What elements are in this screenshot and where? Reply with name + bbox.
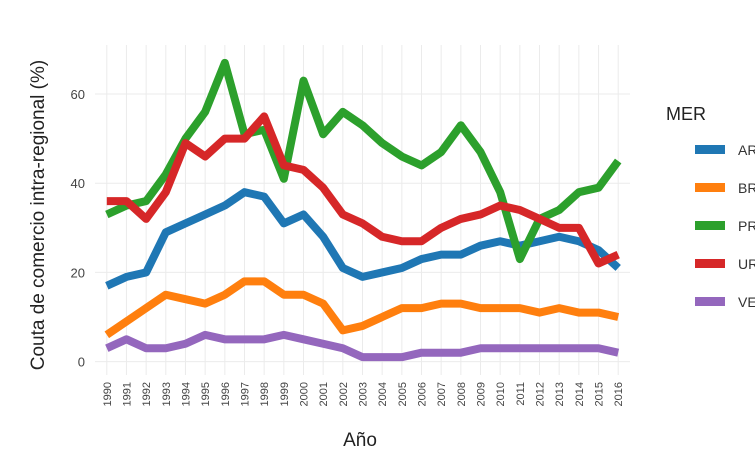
x-axis-title: Año — [343, 430, 377, 451]
x-tick-label: 1999 — [279, 382, 291, 406]
x-tick-label: 2002 — [338, 382, 350, 406]
y-tick-label: 0 — [78, 355, 85, 370]
y-tick-label: 20 — [71, 265, 85, 280]
y-tick-label: 60 — [71, 87, 85, 102]
x-tick-label: 2007 — [436, 382, 448, 406]
legend-label: PRY — [738, 218, 755, 234]
x-tick-label: 1998 — [259, 382, 271, 406]
legend-key — [695, 145, 725, 154]
x-tick-label: 2001 — [318, 382, 330, 406]
x-tick-label: 2003 — [358, 382, 370, 406]
x-tick-label: 2000 — [298, 382, 310, 406]
x-tick-label: 2010 — [495, 382, 507, 406]
legend-title: MER — [666, 104, 706, 124]
x-tick-label: 1991 — [121, 382, 133, 406]
x-tick-label: 1994 — [180, 382, 192, 406]
x-tick-label: 2011 — [515, 382, 527, 406]
legend-label: ARG — [738, 142, 755, 158]
x-tick-label: 1993 — [161, 382, 173, 406]
legend-key — [695, 183, 725, 192]
line — [105, 58, 622, 264]
x-tick-label: 1997 — [239, 382, 251, 406]
y-axis-title: Couta de comercio intra-regional (%) — [28, 60, 49, 370]
x-tick-label: 2016 — [613, 382, 625, 406]
x-tick-label: 2004 — [377, 382, 389, 406]
x-tick-label: 1992 — [141, 382, 153, 406]
line — [106, 112, 620, 268]
x-tick-label: 2012 — [535, 382, 547, 406]
legend-key — [695, 259, 725, 268]
legend-key — [695, 221, 725, 230]
x-tick-label: 1990 — [102, 382, 114, 406]
x-tick-label: 2008 — [456, 382, 468, 406]
x-tick-label: 2006 — [417, 382, 429, 406]
y-tick-label: 40 — [71, 176, 85, 191]
x-tick-label: 1995 — [200, 382, 212, 406]
legend-label: URY — [738, 256, 755, 272]
line — [105, 188, 621, 290]
legend-label: BRA — [738, 180, 755, 196]
x-tick-label: 2005 — [397, 382, 409, 406]
legend-label: VEN — [738, 294, 755, 310]
x-tick-label: 2009 — [476, 382, 488, 406]
x-tick-label: 2013 — [554, 382, 566, 406]
legend-key — [695, 297, 725, 306]
x-tick-label: 2014 — [574, 382, 586, 406]
line — [104, 277, 620, 339]
x-tick-label: 1996 — [220, 382, 232, 406]
x-tick-label: 2015 — [594, 382, 606, 406]
line — [105, 330, 620, 362]
